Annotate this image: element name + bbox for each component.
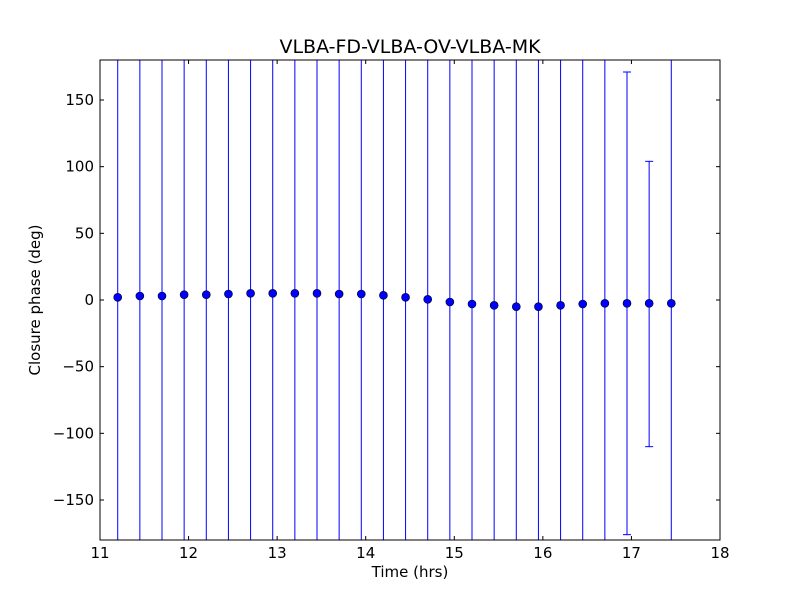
plot-content bbox=[113, 60, 676, 540]
x-tick-label: 14 bbox=[356, 544, 375, 562]
y-axis-label: Closure phase (deg) bbox=[26, 225, 44, 376]
data-point bbox=[157, 291, 167, 301]
y-tick-label: 0 bbox=[84, 291, 94, 309]
data-point bbox=[334, 289, 344, 299]
data-point bbox=[556, 301, 565, 310]
data-point bbox=[622, 299, 632, 308]
data-point bbox=[224, 289, 233, 299]
y-tick-label: 100 bbox=[65, 158, 94, 176]
data-point bbox=[179, 290, 189, 299]
data-point bbox=[135, 291, 145, 301]
data-point bbox=[666, 299, 676, 308]
data-point bbox=[578, 299, 588, 309]
data-point bbox=[467, 299, 477, 309]
chart-title: VLBA-FD-VLBA-OV-VLBA-MK bbox=[279, 36, 541, 58]
x-tick-label: 16 bbox=[533, 544, 552, 562]
data-point bbox=[246, 289, 255, 298]
data-point bbox=[268, 289, 278, 298]
data-point bbox=[312, 289, 322, 298]
data-point bbox=[489, 301, 499, 310]
data-point bbox=[113, 293, 123, 302]
x-tick-label: 11 bbox=[90, 544, 109, 562]
data-point bbox=[445, 297, 455, 307]
data-point bbox=[511, 302, 521, 311]
data-point bbox=[600, 299, 610, 308]
y-tick-label: −150 bbox=[53, 491, 94, 509]
x-tick-label: 15 bbox=[445, 544, 464, 562]
y-tick-label: −50 bbox=[62, 358, 94, 376]
data-point bbox=[401, 293, 410, 302]
x-tick-label: 13 bbox=[268, 544, 287, 562]
data-point bbox=[356, 289, 366, 299]
y-tick-label: −100 bbox=[53, 424, 94, 442]
data-point bbox=[290, 289, 300, 298]
data-point bbox=[644, 299, 654, 308]
data-point bbox=[423, 295, 433, 304]
x-axis-label: Time (hrs) bbox=[371, 563, 449, 581]
data-point bbox=[201, 290, 211, 299]
x-tick-label: 17 bbox=[622, 544, 641, 562]
x-tick-label: 18 bbox=[710, 544, 729, 562]
x-tick-label: 12 bbox=[179, 544, 198, 562]
data-point bbox=[379, 291, 388, 300]
axis-ticks: 11 12 13 14 15 16 17 18 −150 −100 −50 0 50 100 150 bbox=[53, 60, 730, 562]
y-tick-label: 150 bbox=[65, 91, 94, 109]
y-tick-label: 50 bbox=[75, 224, 94, 242]
data-point bbox=[534, 302, 543, 311]
